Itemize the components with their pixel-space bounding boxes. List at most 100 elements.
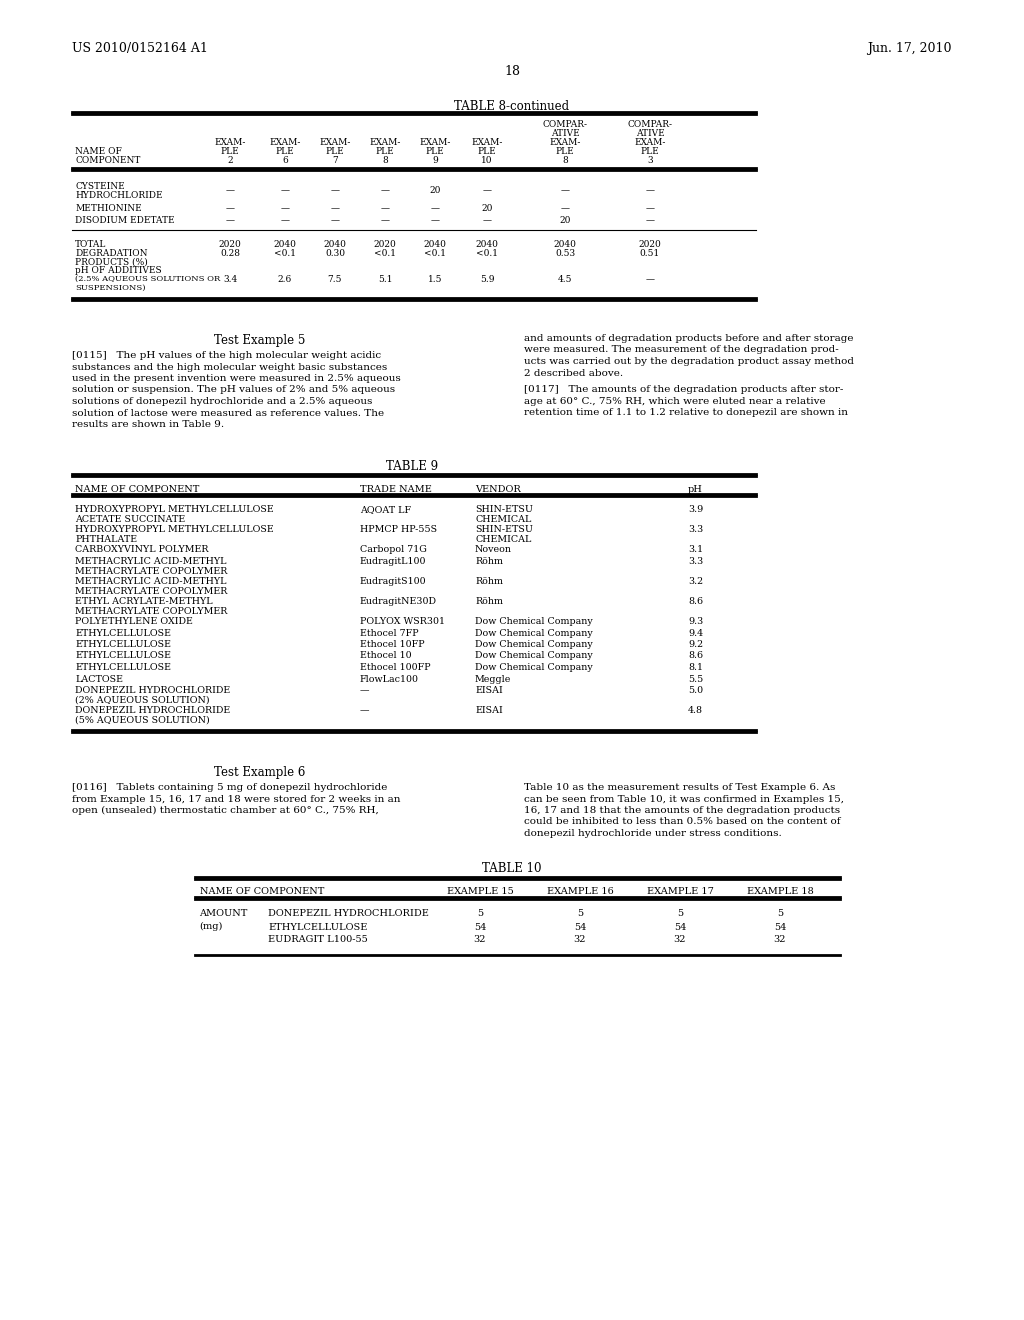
Text: 9.4: 9.4 bbox=[688, 628, 703, 638]
Text: HYDROCHLORIDE: HYDROCHLORIDE bbox=[75, 191, 163, 201]
Text: PLE: PLE bbox=[426, 147, 444, 156]
Text: VENDOR: VENDOR bbox=[475, 484, 521, 494]
Text: —: — bbox=[331, 186, 340, 195]
Text: (2.5% AQUEOUS SOLUTIONS OR: (2.5% AQUEOUS SOLUTIONS OR bbox=[75, 275, 220, 282]
Text: Noveon: Noveon bbox=[475, 545, 512, 554]
Text: SHIN-ETSU: SHIN-ETSU bbox=[475, 506, 532, 515]
Text: Röhm: Röhm bbox=[475, 597, 503, 606]
Text: PLE: PLE bbox=[326, 147, 344, 156]
Text: METHACRYLATE COPOLYMER: METHACRYLATE COPOLYMER bbox=[75, 607, 227, 616]
Text: 32: 32 bbox=[573, 936, 587, 945]
Text: —: — bbox=[560, 186, 569, 195]
Text: DONEPEZIL HYDROCHLORIDE: DONEPEZIL HYDROCHLORIDE bbox=[75, 706, 230, 715]
Text: TOTAL: TOTAL bbox=[75, 240, 106, 249]
Text: 0.28: 0.28 bbox=[220, 249, 240, 257]
Text: EXAMPLE 15: EXAMPLE 15 bbox=[446, 887, 513, 896]
Text: 32: 32 bbox=[674, 936, 686, 945]
Text: TABLE 9: TABLE 9 bbox=[386, 459, 438, 473]
Text: 2 described above.: 2 described above. bbox=[524, 368, 624, 378]
Text: —: — bbox=[645, 205, 654, 213]
Text: HPMCP HP-55S: HPMCP HP-55S bbox=[360, 525, 437, 535]
Text: —: — bbox=[381, 186, 389, 195]
Text: CHEMICAL: CHEMICAL bbox=[475, 536, 531, 544]
Text: 2040: 2040 bbox=[324, 240, 346, 249]
Text: Ethocel 100FP: Ethocel 100FP bbox=[360, 663, 431, 672]
Text: POLYETHYLENE OXIDE: POLYETHYLENE OXIDE bbox=[75, 616, 193, 626]
Text: EXAM-: EXAM- bbox=[634, 139, 666, 147]
Text: METHIONINE: METHIONINE bbox=[75, 205, 141, 213]
Text: Table 10 as the measurement results of Test Example 6. As: Table 10 as the measurement results of T… bbox=[524, 783, 836, 792]
Text: EXAM-: EXAM- bbox=[549, 139, 581, 147]
Text: ATIVE: ATIVE bbox=[551, 129, 580, 139]
Text: DEGRADATION: DEGRADATION bbox=[75, 249, 147, 257]
Text: substances and the high molecular weight basic substances: substances and the high molecular weight… bbox=[72, 363, 387, 371]
Text: NAME OF COMPONENT: NAME OF COMPONENT bbox=[200, 887, 325, 896]
Text: CHEMICAL: CHEMICAL bbox=[475, 516, 531, 524]
Text: 4.8: 4.8 bbox=[688, 706, 703, 715]
Text: EXAMPLE 16: EXAMPLE 16 bbox=[547, 887, 613, 896]
Text: —: — bbox=[360, 706, 370, 715]
Text: Meggle: Meggle bbox=[475, 675, 511, 684]
Text: 5.0: 5.0 bbox=[688, 686, 703, 696]
Text: 2: 2 bbox=[227, 156, 232, 165]
Text: 4.5: 4.5 bbox=[558, 275, 572, 284]
Text: 7.5: 7.5 bbox=[328, 275, 342, 284]
Text: DONEPEZIL HYDROCHLORIDE: DONEPEZIL HYDROCHLORIDE bbox=[75, 686, 230, 696]
Text: AMOUNT: AMOUNT bbox=[199, 909, 248, 919]
Text: 16, 17 and 18 that the amounts of the degradation products: 16, 17 and 18 that the amounts of the de… bbox=[524, 807, 840, 814]
Text: EXAM-: EXAM- bbox=[319, 139, 350, 147]
Text: METHACRYLIC ACID-METHYL: METHACRYLIC ACID-METHYL bbox=[75, 577, 226, 586]
Text: —: — bbox=[381, 216, 389, 224]
Text: [0115]   The pH values of the high molecular weight acidic: [0115] The pH values of the high molecul… bbox=[72, 351, 381, 360]
Text: open (unsealed) thermostatic chamber at 60° C., 75% RH,: open (unsealed) thermostatic chamber at … bbox=[72, 807, 379, 816]
Text: 18: 18 bbox=[504, 65, 520, 78]
Text: 5: 5 bbox=[477, 909, 483, 919]
Text: PLE: PLE bbox=[275, 147, 294, 156]
Text: Dow Chemical Company: Dow Chemical Company bbox=[475, 640, 593, 649]
Text: solution of lactose were measured as reference values. The: solution of lactose were measured as ref… bbox=[72, 408, 384, 417]
Text: NAME OF: NAME OF bbox=[75, 147, 122, 156]
Text: ETHYL ACRYLATE-METHYL: ETHYL ACRYLATE-METHYL bbox=[75, 597, 213, 606]
Text: Röhm: Röhm bbox=[475, 557, 503, 566]
Text: Dow Chemical Company: Dow Chemical Company bbox=[475, 663, 593, 672]
Text: —: — bbox=[645, 186, 654, 195]
Text: donepezil hydrochloride under stress conditions.: donepezil hydrochloride under stress con… bbox=[524, 829, 781, 838]
Text: 9.3: 9.3 bbox=[688, 616, 703, 626]
Text: (5% AQUEOUS SOLUTION): (5% AQUEOUS SOLUTION) bbox=[75, 715, 210, 725]
Text: TRADE NAME: TRADE NAME bbox=[360, 484, 432, 494]
Text: Ethocel 7FP: Ethocel 7FP bbox=[360, 628, 419, 638]
Text: FlowLac100: FlowLac100 bbox=[360, 675, 419, 684]
Text: NAME OF COMPONENT: NAME OF COMPONENT bbox=[75, 484, 200, 494]
Text: 7: 7 bbox=[332, 156, 338, 165]
Text: ETHYLCELLULOSE: ETHYLCELLULOSE bbox=[75, 652, 171, 660]
Text: used in the present invention were measured in 2.5% aqueous: used in the present invention were measu… bbox=[72, 374, 400, 383]
Text: TABLE 10: TABLE 10 bbox=[482, 862, 542, 875]
Text: ETHYLCELLULOSE: ETHYLCELLULOSE bbox=[268, 923, 368, 932]
Text: PLE: PLE bbox=[477, 147, 497, 156]
Text: —: — bbox=[281, 205, 290, 213]
Text: [0117]   The amounts of the degradation products after stor-: [0117] The amounts of the degradation pr… bbox=[524, 385, 844, 393]
Text: ETHYLCELLULOSE: ETHYLCELLULOSE bbox=[75, 628, 171, 638]
Text: 6: 6 bbox=[283, 156, 288, 165]
Text: —: — bbox=[482, 216, 492, 224]
Text: PLE: PLE bbox=[556, 147, 574, 156]
Text: —: — bbox=[225, 216, 234, 224]
Text: age at 60° C., 75% RH, which were eluted near a relative: age at 60° C., 75% RH, which were eluted… bbox=[524, 396, 825, 405]
Text: PRODUCTS (%): PRODUCTS (%) bbox=[75, 257, 147, 267]
Text: 8: 8 bbox=[562, 156, 568, 165]
Text: 54: 54 bbox=[474, 923, 486, 932]
Text: 2040: 2040 bbox=[424, 240, 446, 249]
Text: could be inhibited to less than 0.5% based on the content of: could be inhibited to less than 0.5% bas… bbox=[524, 817, 841, 826]
Text: EXAMPLE 17: EXAMPLE 17 bbox=[646, 887, 714, 896]
Text: POLYOX WSR301: POLYOX WSR301 bbox=[360, 616, 445, 626]
Text: 20: 20 bbox=[559, 216, 570, 224]
Text: DONEPEZIL HYDROCHLORIDE: DONEPEZIL HYDROCHLORIDE bbox=[268, 909, 429, 919]
Text: EXAM-: EXAM- bbox=[370, 139, 400, 147]
Text: 3.1: 3.1 bbox=[688, 545, 703, 554]
Text: 8.1: 8.1 bbox=[688, 663, 703, 672]
Text: 54: 54 bbox=[774, 923, 786, 932]
Text: EISAI: EISAI bbox=[475, 686, 503, 696]
Text: ETHYLCELLULOSE: ETHYLCELLULOSE bbox=[75, 640, 171, 649]
Text: 3: 3 bbox=[647, 156, 653, 165]
Text: PHTHALATE: PHTHALATE bbox=[75, 536, 137, 544]
